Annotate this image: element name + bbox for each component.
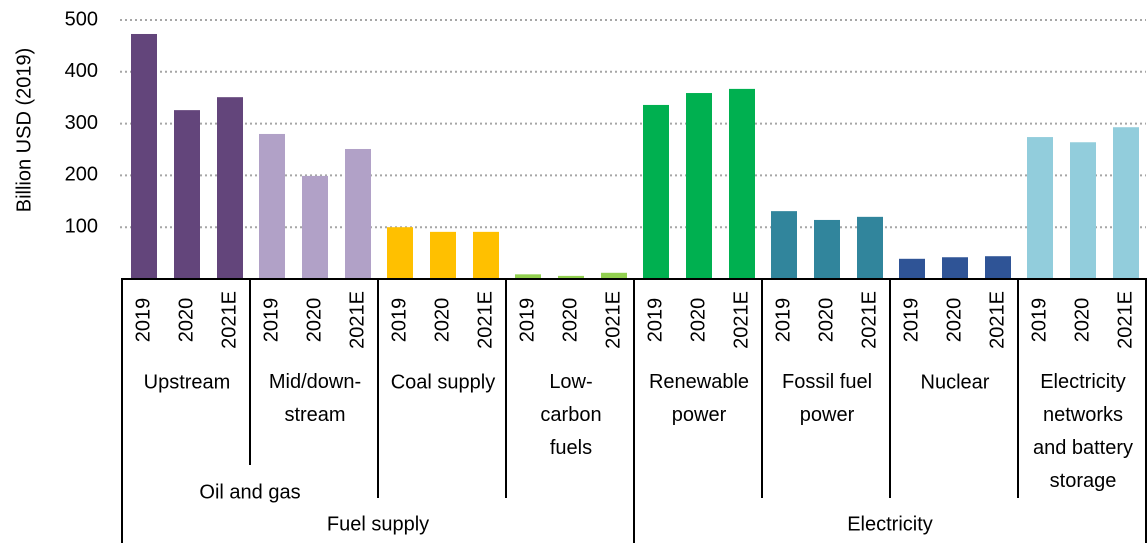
- group-label: Coal supply: [391, 371, 496, 393]
- x-tick-label: 2020: [943, 298, 965, 343]
- x-tick-label: 2020: [431, 298, 453, 343]
- sector-label: Electricity: [847, 513, 933, 535]
- x-tick-label: 2021E: [218, 291, 240, 349]
- group-label: Upstream: [144, 371, 231, 393]
- bar: [899, 258, 925, 279]
- x-tick-label: 2020: [815, 298, 837, 343]
- bar: [259, 133, 285, 279]
- bar: [857, 216, 883, 279]
- bar: [771, 211, 797, 279]
- bar: [601, 272, 627, 279]
- x-tick-label: 2020: [1071, 298, 1093, 343]
- x-tick-label: 2019: [1028, 298, 1050, 343]
- group-label: Electricity networks and battery storage: [1033, 371, 1133, 492]
- x-tick-label: 2020: [175, 298, 197, 343]
- group-label: Nuclear: [921, 371, 990, 393]
- x-tick-label: 2019: [260, 298, 282, 343]
- group-label: Renewable power: [649, 371, 749, 426]
- y-tick-label: 300: [65, 112, 98, 134]
- y-tick-label: 400: [65, 60, 98, 82]
- x-tick-label: 2019: [900, 298, 922, 343]
- x-tick-label: 2021E: [730, 291, 752, 349]
- group-label: Low-carbon fuels: [540, 371, 601, 459]
- x-tick-label: 2021E: [474, 291, 496, 349]
- x-tick-label: 2020: [559, 298, 581, 343]
- bar: [387, 227, 413, 279]
- bar: [302, 175, 328, 279]
- bar: [686, 93, 712, 280]
- bar: [1113, 127, 1139, 279]
- bar: [473, 231, 499, 279]
- group-label: Mid/down-stream: [269, 371, 361, 426]
- y-tick-label: 200: [65, 164, 98, 186]
- x-tick-label: 2019: [132, 298, 154, 343]
- bar: [558, 275, 584, 279]
- x-tick-label: 2019: [388, 298, 410, 343]
- group-label: Fossil fuel power: [782, 371, 872, 426]
- bar: [814, 219, 840, 279]
- bar: [942, 257, 968, 279]
- bar: [217, 97, 243, 279]
- bar: [643, 104, 669, 280]
- x-tick-label: 2021E: [346, 291, 368, 349]
- sector-label: Fuel supply: [327, 513, 429, 535]
- bar: [1070, 142, 1096, 279]
- bar: [729, 88, 755, 279]
- bar: [985, 256, 1011, 279]
- x-tick-label: 2021E: [1114, 291, 1136, 349]
- bar: [131, 33, 157, 280]
- bar: [174, 110, 200, 279]
- grouping-label: Oil and gas: [199, 481, 300, 503]
- x-tick-label: 2021E: [858, 291, 880, 349]
- x-tick-label: 2019: [644, 298, 666, 343]
- y-axis-label: Billion USD (2019): [13, 48, 35, 213]
- x-tick-label: 2020: [687, 298, 709, 343]
- x-tick-label: 2019: [772, 298, 794, 343]
- bar: [1027, 137, 1053, 279]
- bar: [345, 148, 371, 279]
- x-tick-label: 2021E: [602, 291, 624, 349]
- x-tick-label: 2021E: [986, 291, 1008, 349]
- x-tick-label: 2019: [516, 298, 538, 343]
- bar: [515, 274, 541, 279]
- x-tick-label: 2020: [303, 298, 325, 343]
- y-tick-label: 500: [65, 8, 98, 30]
- bar: [430, 231, 456, 279]
- y-tick-label: 100: [65, 215, 98, 237]
